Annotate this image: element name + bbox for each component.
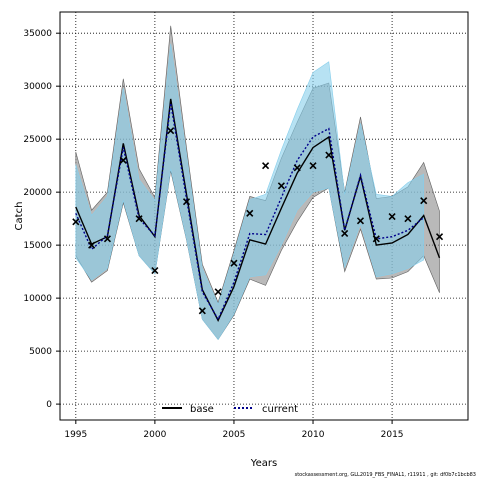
observed-point bbox=[182, 198, 191, 206]
current-line bbox=[75, 102, 425, 321]
x-tick-label: 1995 bbox=[64, 430, 87, 440]
observed-point bbox=[420, 197, 428, 205]
observed-point bbox=[388, 212, 396, 221]
y-tick-label: 5000 bbox=[29, 347, 52, 357]
observed-point-stroke bbox=[404, 215, 412, 223]
observed-point bbox=[341, 229, 349, 238]
observed-point bbox=[309, 162, 317, 170]
observed-point bbox=[103, 235, 112, 243]
observed-point bbox=[151, 267, 159, 275]
observed-point-stroke bbox=[119, 156, 127, 164]
observed-point-stroke bbox=[372, 235, 380, 243]
footer-note: stockassessment.org, GLL2019_FBS_FINAL1,… bbox=[294, 472, 476, 478]
observed-point-stroke bbox=[309, 162, 317, 170]
observed-point bbox=[119, 156, 127, 164]
observed-point-stroke bbox=[182, 198, 191, 206]
observed-point-stroke bbox=[293, 164, 301, 172]
observed-point bbox=[88, 241, 96, 249]
point-layer bbox=[72, 127, 444, 315]
legend-label-current: current bbox=[262, 404, 298, 415]
observed-point bbox=[246, 209, 254, 217]
observed-point bbox=[293, 164, 301, 172]
x-axis-label: Years bbox=[250, 458, 277, 469]
observed-point bbox=[135, 215, 143, 223]
axis-layer: 1995 2000 2005 2010 2015 0 5000 10000 15000 20000… bbox=[23, 29, 403, 440]
observed-point bbox=[372, 235, 380, 243]
observed-point bbox=[167, 127, 175, 135]
y-tick-label: 10000 bbox=[23, 294, 52, 304]
observed-point-stroke bbox=[420, 197, 428, 205]
band-layer bbox=[75, 25, 440, 341]
observed-point-stroke bbox=[151, 267, 159, 275]
line-layer bbox=[75, 98, 441, 322]
current-confidence-band bbox=[75, 43, 424, 341]
legend-label-base: base bbox=[190, 404, 214, 415]
observed-point bbox=[214, 288, 222, 296]
observed-point-stroke bbox=[388, 212, 396, 221]
observed-point-stroke bbox=[230, 259, 238, 267]
observed-point-stroke bbox=[198, 307, 206, 315]
observed-point bbox=[230, 259, 238, 267]
y-tick-label: 20000 bbox=[23, 188, 52, 198]
observed-point bbox=[198, 307, 206, 315]
observed-point-stroke bbox=[214, 288, 222, 296]
y-tick-label: 25000 bbox=[23, 135, 52, 145]
legend: base current bbox=[162, 404, 298, 415]
base-line bbox=[75, 98, 441, 322]
observed-point-stroke bbox=[435, 233, 444, 241]
y-axis-label: Catch bbox=[14, 202, 25, 231]
y-tick-label: 0 bbox=[46, 400, 52, 410]
observed-point-stroke bbox=[262, 162, 270, 170]
observed-point-stroke bbox=[325, 151, 333, 159]
observed-point bbox=[262, 162, 270, 170]
observed-point-stroke bbox=[103, 235, 112, 243]
observed-point bbox=[404, 215, 412, 223]
x-tick-label: 2005 bbox=[223, 430, 246, 440]
x-tick-label: 2000 bbox=[143, 430, 166, 440]
observed-point-stroke bbox=[277, 182, 285, 190]
observed-point bbox=[277, 182, 285, 190]
observed-point-stroke bbox=[88, 241, 96, 249]
x-tick-label: 2010 bbox=[302, 430, 325, 440]
observed-point bbox=[435, 233, 444, 241]
y-tick-label: 35000 bbox=[23, 29, 52, 39]
observed-point-stroke bbox=[341, 229, 349, 238]
x-tick-label: 2015 bbox=[381, 430, 404, 440]
y-tick-label: 30000 bbox=[23, 82, 52, 92]
plot-frame bbox=[59, 11, 469, 421]
observed-point-stroke bbox=[72, 218, 80, 226]
observed-point bbox=[72, 218, 80, 226]
y-tick-label: 15000 bbox=[23, 241, 52, 251]
observed-point-stroke bbox=[356, 217, 365, 225]
observed-point bbox=[356, 217, 365, 225]
observed-point-stroke bbox=[246, 209, 254, 217]
observed-point-stroke bbox=[167, 127, 175, 135]
observed-point-stroke bbox=[135, 215, 143, 223]
observed-point bbox=[325, 151, 333, 159]
